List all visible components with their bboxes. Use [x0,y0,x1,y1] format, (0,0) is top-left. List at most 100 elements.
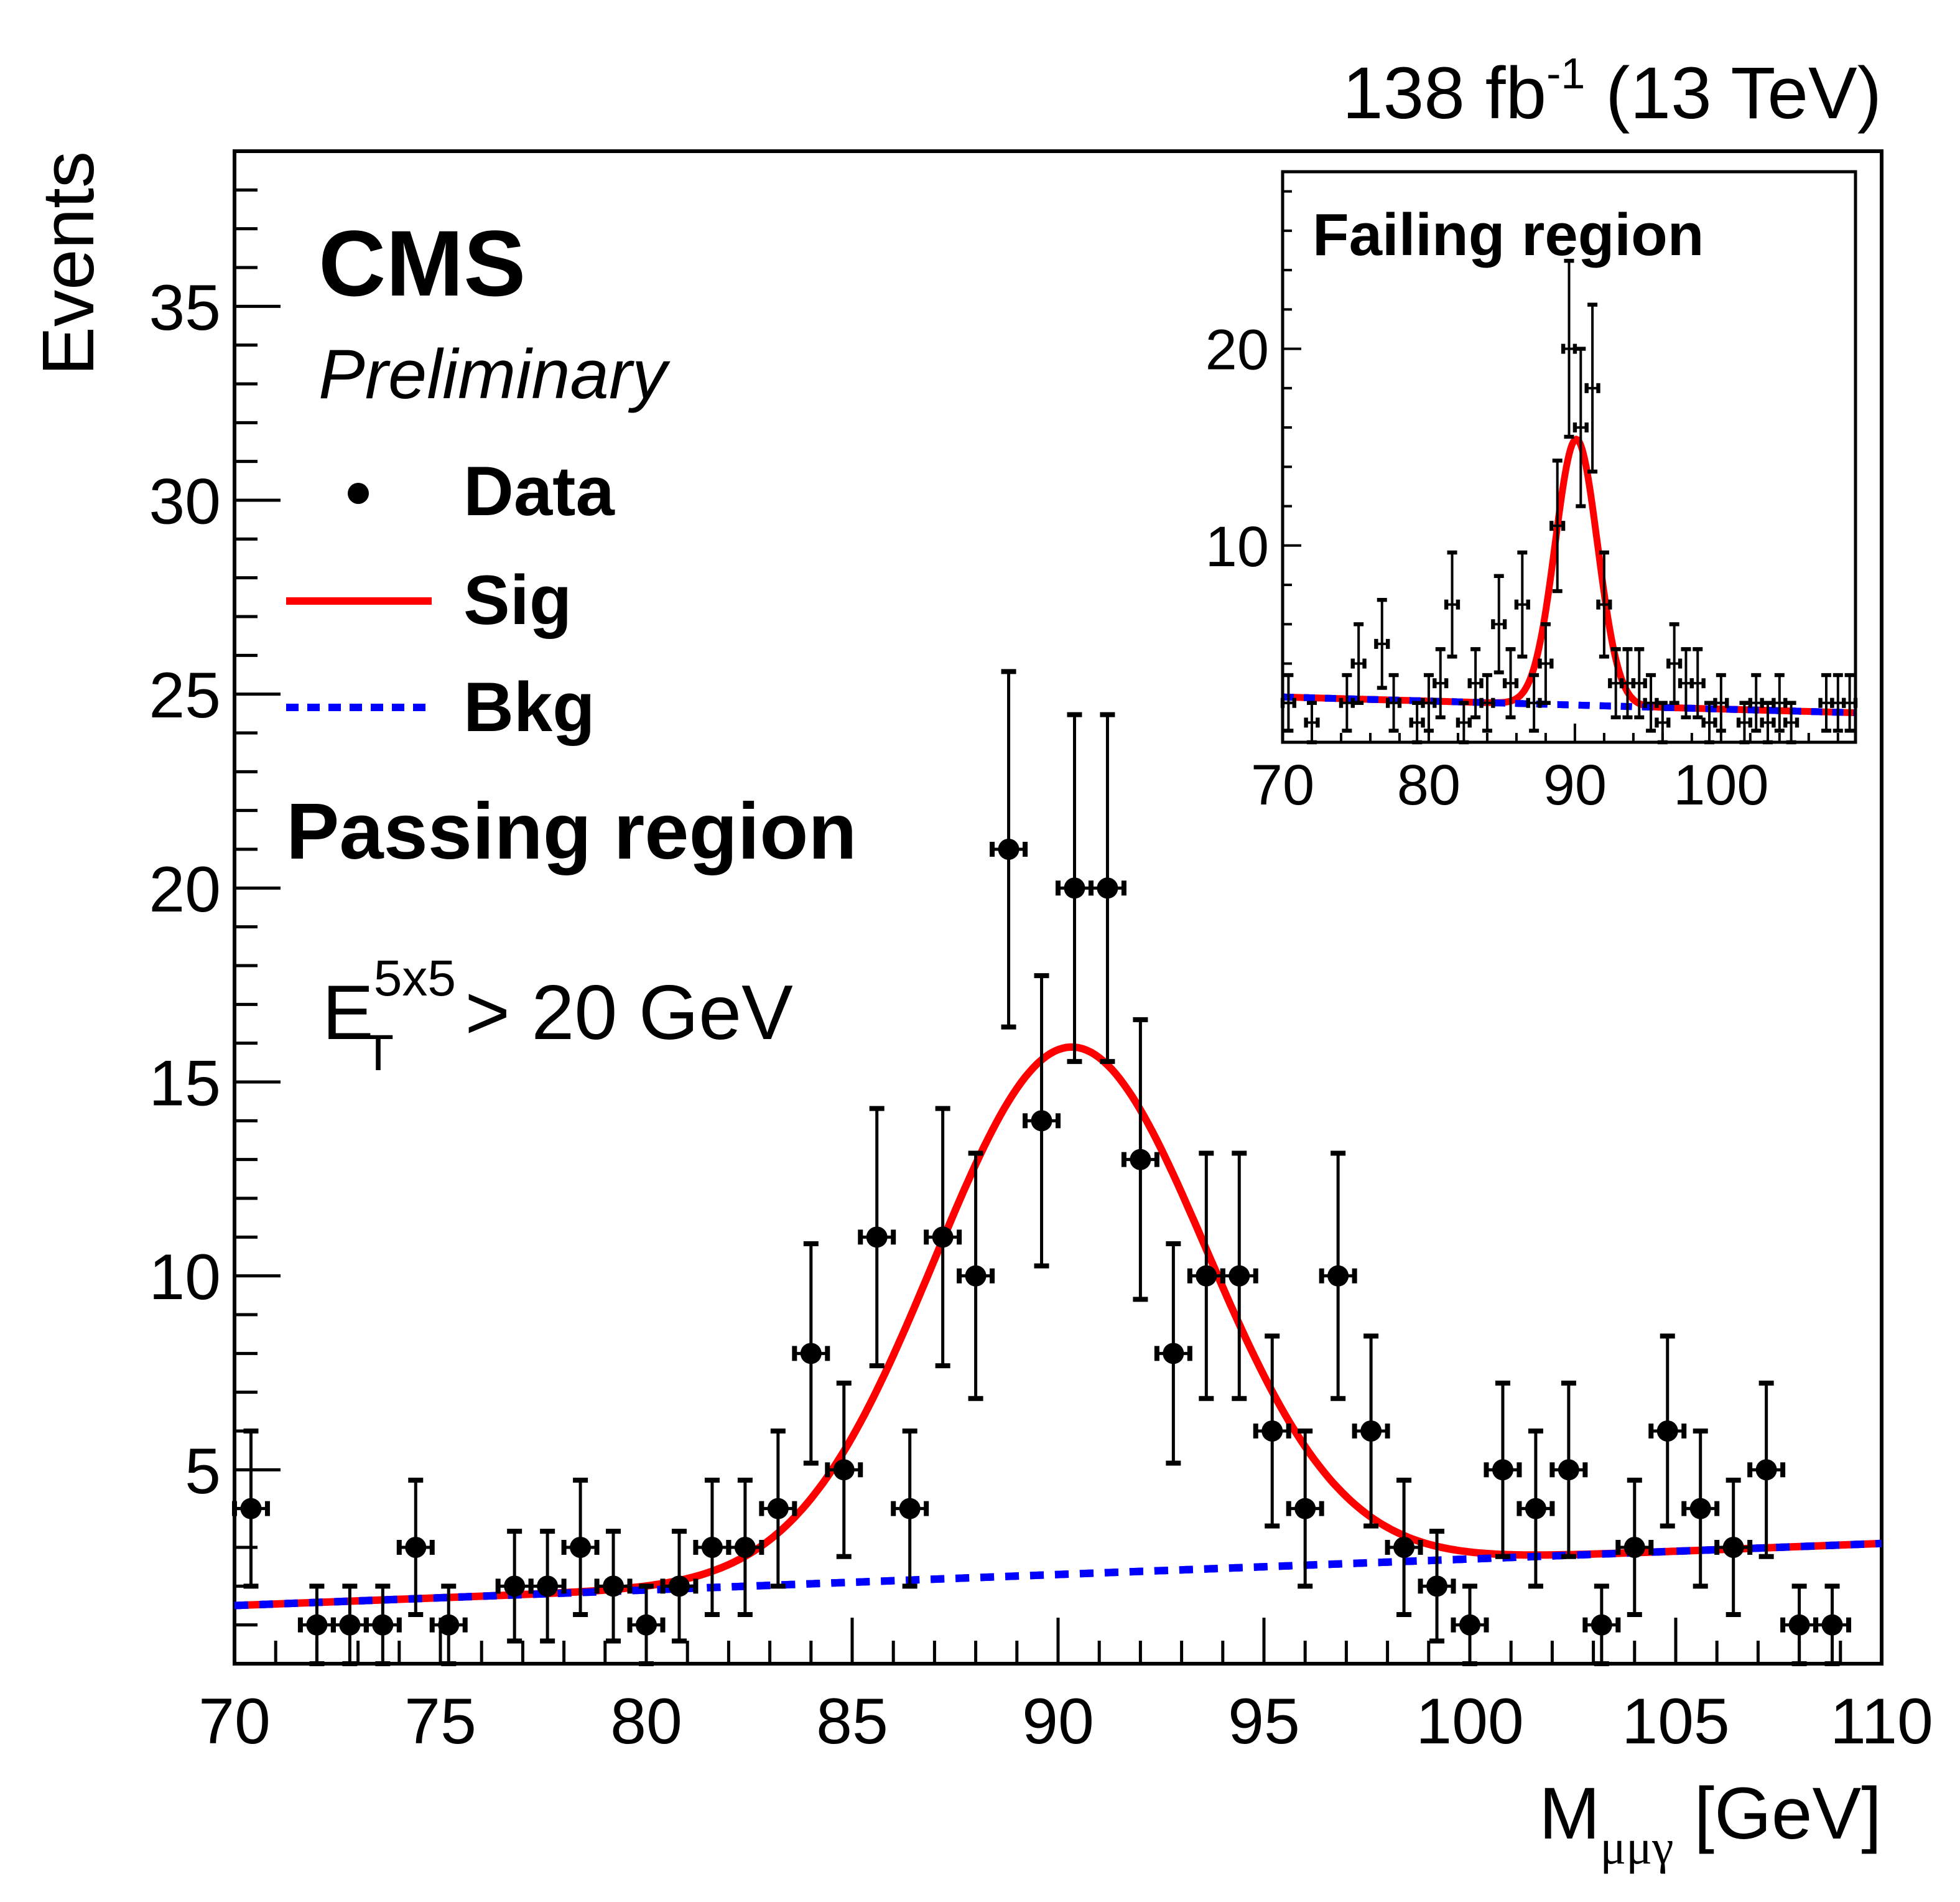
y-axis-title: Events [27,151,109,376]
data-marker [767,1498,789,1519]
data-point [1491,574,1507,674]
x-tick-label: 80 [610,1685,682,1758]
data-point [1747,1380,1786,1559]
data-point [1772,673,1788,733]
data-point [1444,550,1461,659]
legend: Data Sig Bkg [286,452,615,746]
data-marker [405,1537,427,1558]
data-marker [1623,1537,1645,1558]
y-tick-label: 30 [149,465,221,538]
inset-frame [1281,170,1857,744]
data-marker [1196,1265,1217,1287]
data-point [792,1241,830,1466]
y-tick-label: 5 [185,1435,221,1508]
data-point [561,1478,600,1617]
data-point [1385,1478,1423,1617]
data-marker [1755,1459,1777,1481]
data-marker [537,1575,559,1597]
x-tick-label: 100 [1673,753,1769,817]
data-marker [1327,1265,1349,1287]
y-tick-label: 10 [149,1241,221,1313]
cut-label: E5x5 T > 20 GeV [322,950,793,1081]
data-marker [1097,877,1118,899]
data-marker [1064,877,1085,899]
data-marker [668,1575,690,1597]
x-tick-label: 95 [1228,1685,1300,1758]
data-point [1479,673,1495,733]
data-point [232,1429,270,1589]
y-tick-label: 20 [1205,319,1269,382]
data-point [1681,1429,1720,1589]
data-marker [1558,1459,1579,1481]
data-marker [1689,1498,1711,1519]
data-point [1514,550,1530,659]
x-tick-label: 80 [1397,753,1461,817]
data-marker [866,1226,888,1248]
data-marker [1591,1614,1612,1636]
data-point [594,1529,633,1644]
data-marker [570,1537,592,1558]
data-point [1339,673,1355,733]
data-marker [1360,1420,1382,1442]
data-marker [1821,1614,1843,1636]
data-point [1631,647,1647,720]
data-point [1502,647,1519,720]
main-data-points [232,669,1852,1666]
data-point [1350,622,1367,705]
x-tick-label: 90 [1543,753,1607,817]
data-marker [998,839,1019,860]
data-marker [1294,1498,1316,1519]
data-point [1220,1150,1258,1401]
data-point [990,669,1028,1030]
data-marker [833,1459,855,1481]
data-point [363,1583,402,1666]
data-point [1748,673,1764,733]
data-point [1549,1380,1588,1559]
data-marker [603,1575,625,1597]
inset-tick-labels: 70 80 90 100 10 20 [1205,319,1769,817]
data-point [1549,459,1566,594]
main-axis-ticks [233,149,1883,1664]
data-point [1121,1017,1159,1302]
legend-data-label: Data [463,452,615,530]
x-tick-label: 110 [1830,1685,1933,1758]
data-point [1421,673,1437,733]
data-point [693,1478,732,1617]
data-point [1526,673,1542,733]
data-point [1561,258,1577,439]
x-tick-label: 85 [816,1685,888,1758]
x-tick-label: 100 [1416,1685,1524,1758]
data-marker [240,1498,262,1519]
data-marker [636,1614,657,1636]
data-marker [1163,1343,1184,1364]
data-point [1619,647,1636,720]
data-point [825,1380,863,1559]
x-axis-title: Mμμγ [GeV] [1539,1773,1882,1874]
y-tick-label: 20 [149,854,221,926]
data-point [1813,1583,1852,1666]
y-tick-label: 15 [149,1047,221,1119]
x-tick-label: 105 [1622,1685,1730,1758]
data-marker [1656,1420,1678,1442]
preliminary-label: Preliminary [318,335,671,413]
data-point [1352,1333,1390,1529]
data-point [1088,712,1126,1065]
data-marker [1228,1265,1250,1287]
legend-bkg-label: Bkg [463,668,595,746]
data-point [1582,1583,1621,1666]
data-marker [306,1614,328,1636]
data-point [396,1478,435,1617]
data-point [957,1150,995,1401]
legend-data-marker-icon [348,483,369,504]
data-point [627,1583,666,1666]
data-marker [965,1265,987,1287]
data-marker [701,1537,723,1558]
x-tick-label: 75 [404,1685,476,1758]
failing-region-label: Failing region [1312,202,1704,268]
y-tick-label: 35 [149,272,221,344]
data-marker [504,1575,526,1597]
data-point [1538,622,1554,705]
data-point [1615,1478,1654,1617]
inset-bkg-overlay-curve [1283,693,1856,717]
